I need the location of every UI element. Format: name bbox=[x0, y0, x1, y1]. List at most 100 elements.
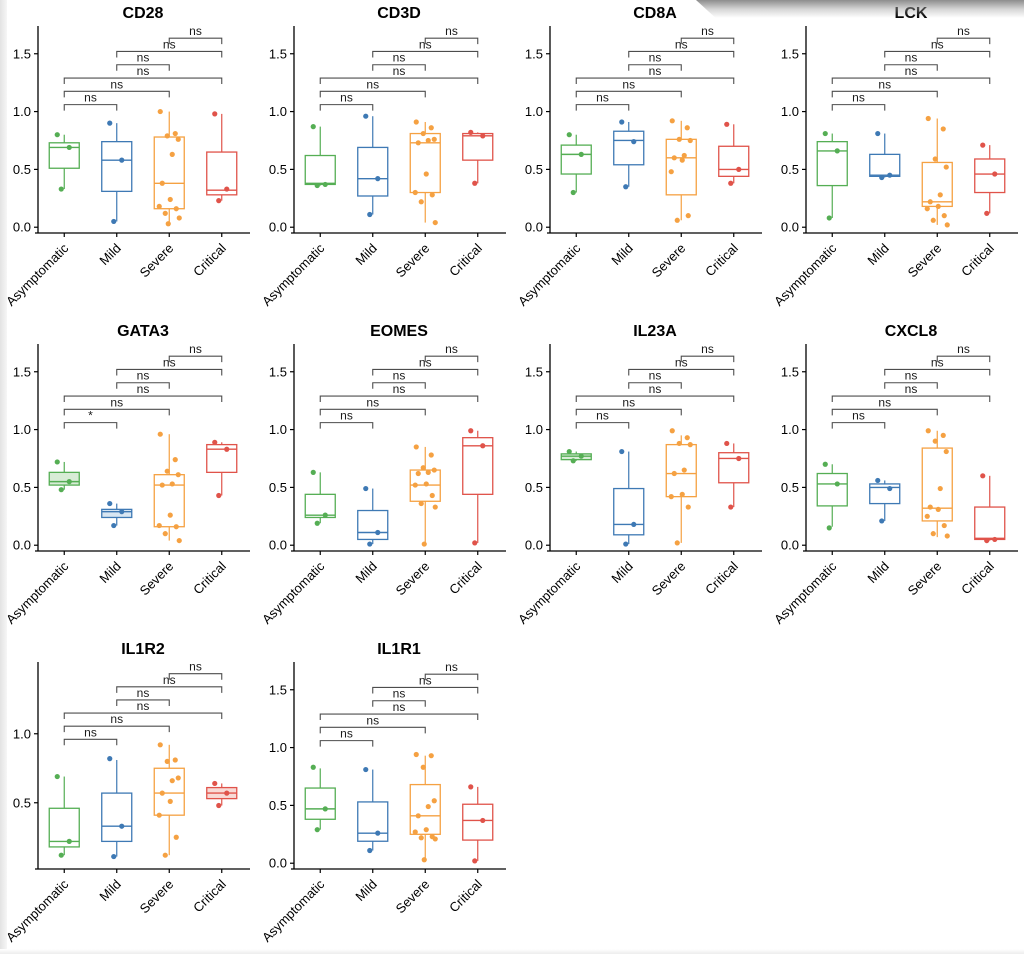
x-tick-label: Critical bbox=[446, 558, 485, 597]
x-tick-label: Asymptomatic bbox=[771, 240, 840, 309]
box bbox=[974, 506, 1006, 541]
data-point bbox=[429, 492, 435, 499]
data-point bbox=[157, 108, 163, 115]
y-tick-label: 1.0 bbox=[13, 422, 31, 437]
x-tick-label: Severe bbox=[649, 241, 689, 281]
data-point bbox=[925, 115, 931, 122]
data-point bbox=[212, 439, 218, 445]
box bbox=[48, 142, 80, 169]
sig-label: ns bbox=[137, 64, 150, 78]
data-point bbox=[943, 448, 949, 455]
panel-title: EOMES bbox=[370, 323, 428, 340]
data-point bbox=[992, 171, 998, 177]
data-point bbox=[175, 472, 181, 478]
y-tick-label: 1.0 bbox=[269, 104, 287, 119]
data-point bbox=[468, 129, 474, 135]
data-point bbox=[432, 219, 438, 226]
data-point bbox=[925, 428, 931, 434]
data-point bbox=[164, 758, 170, 764]
panel-cd28: CD28 0.0 0.5 1.0 1.5 Asymptomatic Mild Severe Cr… bbox=[3, 5, 250, 309]
box-group-severe bbox=[665, 118, 697, 223]
data-point bbox=[676, 136, 682, 142]
y-tick-label: 0.0 bbox=[781, 538, 799, 553]
box-group-severe bbox=[153, 742, 185, 858]
sig-label: ns bbox=[393, 687, 406, 701]
data-point bbox=[671, 470, 677, 477]
data-point bbox=[932, 156, 938, 162]
sig-bracket bbox=[63, 90, 170, 98]
data-point bbox=[412, 482, 418, 488]
x-tick-label: Severe bbox=[905, 559, 945, 599]
data-point bbox=[423, 171, 429, 177]
panel-lck: LCK0.00.51.01.5AsymptomaticMildSevereCri… bbox=[771, 5, 1018, 309]
sig-bracket bbox=[575, 395, 735, 403]
sig-label: ns bbox=[110, 712, 123, 726]
sig-bracket bbox=[372, 368, 479, 376]
data-point bbox=[66, 838, 72, 844]
data-point bbox=[412, 829, 418, 835]
data-point bbox=[157, 742, 163, 748]
data-point bbox=[420, 465, 426, 471]
data-point bbox=[367, 541, 373, 547]
y-tick-label: 1.0 bbox=[13, 104, 31, 119]
panel-il1r1: IL1R1 0.0 0.5 1.0 1.5 Asymptomatic Mild Severe C… bbox=[259, 641, 506, 945]
box-group-asymptomatic bbox=[560, 448, 592, 464]
sig-label: ns bbox=[366, 395, 379, 409]
sig-bracket bbox=[116, 699, 170, 706]
sig-label: ns bbox=[701, 342, 714, 356]
data-point bbox=[322, 181, 328, 188]
sig-bracket bbox=[319, 104, 374, 111]
data-point bbox=[167, 196, 173, 203]
sig-label: ns bbox=[649, 369, 662, 383]
sig-bracket bbox=[319, 726, 426, 734]
panel-eomes: EOMES 0.0 0.5 1.0 1.5 Asymptomatic Mild Severe C… bbox=[259, 323, 506, 627]
data-point bbox=[431, 467, 437, 473]
data-point bbox=[687, 137, 693, 144]
data-point bbox=[415, 813, 421, 819]
box bbox=[101, 508, 133, 519]
box bbox=[304, 154, 336, 186]
x-tick-label: Critical bbox=[190, 876, 229, 915]
sig-label: ns bbox=[852, 409, 865, 423]
data-point bbox=[169, 151, 175, 157]
data-point bbox=[119, 509, 125, 515]
x-tick-label: Mild bbox=[96, 241, 123, 268]
box-group-critical bbox=[462, 428, 494, 546]
data-point bbox=[724, 121, 730, 127]
sig-bracket bbox=[884, 368, 991, 376]
panel-title: CD3D bbox=[377, 5, 421, 22]
sig-bracket bbox=[831, 90, 938, 98]
box-group-critical bbox=[718, 440, 750, 510]
sig-bracket bbox=[424, 37, 479, 45]
data-point bbox=[472, 180, 478, 186]
data-point bbox=[107, 756, 113, 762]
data-point bbox=[684, 435, 690, 441]
sig-label: ns bbox=[84, 725, 97, 739]
y-tick-label: 1.0 bbox=[269, 740, 287, 755]
sig-bracket bbox=[63, 725, 170, 733]
sig-label: ns bbox=[110, 395, 123, 409]
data-point bbox=[157, 431, 163, 437]
box-group-asymptomatic bbox=[304, 764, 336, 833]
box-group-critical bbox=[974, 142, 1006, 216]
left-edge-border bbox=[0, 0, 7, 954]
box bbox=[665, 138, 697, 196]
x-tick-label: Critical bbox=[446, 240, 485, 279]
sig-label: ns bbox=[957, 342, 970, 356]
data-point bbox=[167, 512, 173, 518]
panel-title: CD28 bbox=[123, 5, 164, 22]
data-point bbox=[412, 189, 418, 196]
data-point bbox=[169, 778, 175, 784]
data-point bbox=[687, 442, 693, 448]
x-tick-label: Critical bbox=[702, 240, 741, 279]
data-point bbox=[169, 481, 175, 487]
data-point bbox=[413, 444, 419, 450]
sig-label: ns bbox=[622, 395, 635, 409]
data-point bbox=[984, 210, 990, 216]
box bbox=[462, 437, 494, 495]
data-point bbox=[420, 764, 426, 770]
y-tick-label: 1.0 bbox=[13, 726, 31, 741]
sig-bracket bbox=[63, 408, 170, 416]
data-point bbox=[425, 137, 431, 144]
sig-label: ns bbox=[905, 369, 918, 383]
